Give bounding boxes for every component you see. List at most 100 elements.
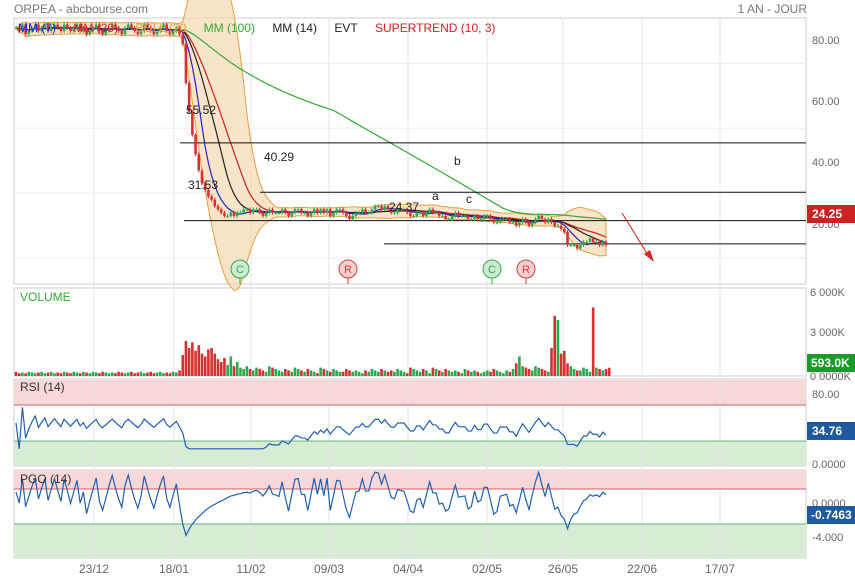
candle-body xyxy=(412,215,415,217)
candle-body xyxy=(274,212,278,214)
candle-body xyxy=(447,219,451,221)
candle-body xyxy=(386,206,390,210)
volume-bar xyxy=(344,369,348,376)
rsi-tick-80: 80.00 xyxy=(812,389,840,401)
candle-body xyxy=(585,241,589,243)
candle-body xyxy=(495,222,499,224)
signal-marker-c1: C xyxy=(230,259,250,284)
candle-body xyxy=(389,209,393,213)
price-tick-40: 40.00 xyxy=(812,157,840,169)
candle-body xyxy=(287,212,290,216)
candle-body xyxy=(373,206,377,210)
volume-bar xyxy=(428,373,431,376)
candle-body xyxy=(181,34,185,44)
candle-body xyxy=(402,209,406,211)
candle-body xyxy=(69,27,72,31)
volume-bar xyxy=(582,367,585,376)
candle-body xyxy=(425,212,428,216)
volume-bar xyxy=(607,367,611,376)
candle-body xyxy=(158,27,162,31)
volume-bar xyxy=(361,373,364,376)
candle-body xyxy=(235,212,239,216)
level-label-55: 55.52 xyxy=(186,103,216,117)
volume-bar xyxy=(447,370,451,376)
level-label-24: 24.37 xyxy=(389,200,419,214)
candle-body xyxy=(213,199,217,207)
x-label-6: 02/05 xyxy=(472,562,502,576)
candle-body xyxy=(255,209,258,211)
volume-bar xyxy=(470,371,473,376)
legend-item-boll: BOLL (20 xyxy=(135,21,187,35)
volume-bar xyxy=(364,370,367,376)
candle-body xyxy=(502,219,505,221)
candle-body xyxy=(293,209,297,213)
volume-bar xyxy=(235,362,239,376)
candle-body xyxy=(521,219,524,223)
candle-body xyxy=(453,212,457,216)
candle-body xyxy=(78,24,82,31)
volume-bar xyxy=(223,357,226,376)
volume-bar xyxy=(341,371,345,376)
candle-body xyxy=(591,238,595,242)
volume-bar xyxy=(277,370,281,376)
volume-bar xyxy=(514,363,518,376)
volume-title: VOLUME xyxy=(20,290,71,304)
volume-bar xyxy=(380,369,383,376)
candle-body xyxy=(351,215,354,220)
volume-bar xyxy=(69,373,72,376)
candle-body xyxy=(370,209,374,213)
candle-body xyxy=(418,212,422,214)
legend-item-supertrend: SUPERTREND (10, 3) xyxy=(375,21,496,35)
volume-bar xyxy=(139,371,143,376)
volume-bar xyxy=(319,367,322,376)
volume-bar xyxy=(37,372,40,376)
volume-bar xyxy=(367,371,371,376)
volume-bar xyxy=(530,370,534,376)
volume-bar xyxy=(489,371,492,376)
pgo-low-zone xyxy=(14,524,806,558)
volume-bar xyxy=(229,356,233,376)
volume-bar xyxy=(75,372,79,376)
candle-body xyxy=(30,27,34,31)
volume-bar xyxy=(421,369,425,376)
volume-bar xyxy=(604,369,608,376)
candle-body xyxy=(450,215,454,220)
candle-body xyxy=(335,209,338,213)
volume-bar xyxy=(290,371,294,376)
candle-body xyxy=(604,241,608,246)
volume-bar xyxy=(293,367,297,376)
candle-body xyxy=(114,24,117,28)
volume-bar xyxy=(457,371,460,376)
volume-bar xyxy=(232,366,236,376)
candle-body xyxy=(511,222,515,224)
candle-body xyxy=(354,212,358,216)
candle-body xyxy=(27,30,31,35)
volume-bar xyxy=(338,371,342,376)
candle-body xyxy=(251,209,255,213)
candle-body xyxy=(264,212,268,216)
volume-bar xyxy=(437,370,441,376)
x-label-4: 09/03 xyxy=(314,562,344,576)
candle-body xyxy=(466,215,470,220)
candle-body xyxy=(72,27,76,31)
candle-body xyxy=(171,30,175,35)
candle-body xyxy=(518,222,521,226)
candle-body xyxy=(75,24,79,28)
candle-body xyxy=(130,24,133,28)
candle-body xyxy=(59,27,63,31)
candle-body xyxy=(530,222,534,226)
volume-bar xyxy=(312,371,316,376)
level-label-31: 31.53 xyxy=(188,178,218,192)
candle-body xyxy=(332,212,335,216)
candle-body xyxy=(136,30,140,35)
pgo-current: -0.7463 xyxy=(811,508,852,522)
candle-body xyxy=(399,209,403,211)
rsi-line xyxy=(15,407,607,450)
candle-body xyxy=(17,27,21,31)
candle-body xyxy=(588,238,592,242)
volume-bar xyxy=(191,342,194,376)
volume-bar xyxy=(396,369,399,376)
candle-body xyxy=(268,209,271,213)
volume-bar xyxy=(14,371,18,376)
candle-body xyxy=(463,215,467,217)
